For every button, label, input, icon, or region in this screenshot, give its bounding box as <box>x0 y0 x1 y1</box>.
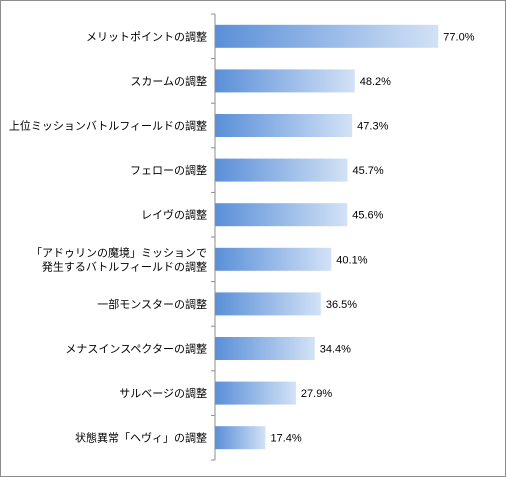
category-label-line: 一部モンスターの調整 <box>97 297 207 311</box>
value-label-6: 40.1% <box>336 254 367 266</box>
value-label-4: 45.7% <box>353 165 384 177</box>
bar-4 <box>215 158 348 182</box>
category-label-line: 「アドゥリンの魔境」ミッションで <box>31 245 207 259</box>
category-label-line: レイヴの調整 <box>141 208 207 222</box>
value-label-9: 27.9% <box>301 388 332 400</box>
category-label-3: 上位ミッションバトルフィールドの調整 <box>9 119 207 133</box>
category-label-2: スカームの調整 <box>130 74 207 88</box>
value-label-7: 36.5% <box>326 299 357 311</box>
category-label-5: レイヴの調整 <box>141 208 207 222</box>
category-label-line: メナスインスペクターの調整 <box>65 342 207 356</box>
bar-3 <box>215 114 353 137</box>
value-label-1: 77.0% <box>443 31 474 43</box>
bar-5 <box>215 203 348 227</box>
category-label-8: メナスインスペクターの調整 <box>65 342 207 356</box>
category-label-10: 状態異常「ヘヴィ」の調整 <box>75 431 207 445</box>
bar-8 <box>215 337 315 360</box>
bar-9 <box>215 381 296 405</box>
bar-1 <box>215 24 439 48</box>
category-labels: メリットポイントの調整スカームの調整上位ミッションバトルフィールドの調整フェロー… <box>9 29 207 444</box>
category-label-1: メリットポイントの調整 <box>86 29 207 43</box>
value-label-3: 47.3% <box>357 121 388 133</box>
category-label-line: 上位ミッションバトルフィールドの調整 <box>9 119 207 133</box>
category-label-7: 一部モンスターの調整 <box>97 297 207 311</box>
category-label-line: フェローの調整 <box>130 163 207 177</box>
bar-2 <box>215 69 355 93</box>
value-label-2: 48.2% <box>360 76 391 88</box>
category-label-6: 「アドゥリンの魔境」ミッションで発生するバトルフィールドの調整 <box>31 245 207 273</box>
bar-10 <box>215 426 266 450</box>
bar-7 <box>215 292 321 316</box>
value-label-10: 17.4% <box>270 433 301 445</box>
value-label-8: 34.4% <box>320 344 351 356</box>
category-label-4: フェローの調整 <box>130 163 207 177</box>
category-label-line: 状態異常「ヘヴィ」の調整 <box>75 431 207 445</box>
category-label-line: サルベージの調整 <box>119 386 207 400</box>
category-label-9: サルベージの調整 <box>119 386 207 400</box>
bar-series <box>211 13 439 461</box>
category-label-line: スカームの調整 <box>130 74 207 88</box>
value-labels: 77.0% 48.2% 47.3% 45.7% 45.6% 40.1% 36.5% 34.4%… <box>270 31 474 444</box>
value-label-5: 45.6% <box>352 210 383 222</box>
bar-6 <box>215 247 332 271</box>
category-label-line: メリットポイントの調整 <box>86 29 207 43</box>
category-label-line: 発生するバトルフィールドの調整 <box>42 259 207 273</box>
